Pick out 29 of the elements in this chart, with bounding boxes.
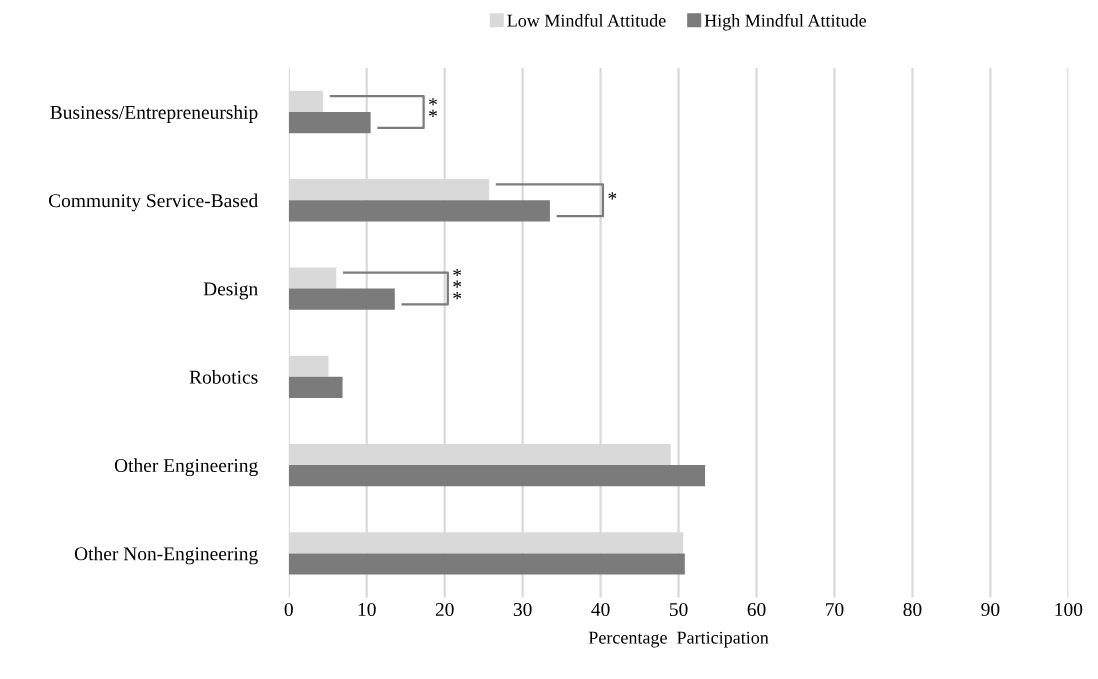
x-tick-label: 50 (669, 602, 688, 617)
annotation: ** (429, 98, 437, 117)
y-tick-label: Design (203, 282, 258, 300)
x-tick-label: 60 (747, 602, 766, 617)
x-axis-title: Percentage Participation (588, 631, 769, 648)
y-tick-label: Other Engineering (114, 458, 258, 477)
x-tick-label: 10 (358, 602, 376, 617)
bar (288, 553, 685, 575)
x-tick-label: 30 (513, 602, 532, 617)
y-tick-label: Community Service-Based (48, 193, 258, 212)
x-tick-label: 100 (1055, 602, 1083, 617)
x-tick-label: 70 (826, 602, 844, 617)
x-tick-label: 90 (981, 602, 1000, 617)
bar (288, 112, 371, 134)
x-tick-label: 0 (284, 602, 293, 617)
bar (288, 465, 706, 487)
bar (288, 288, 395, 310)
y-tick-label: Other Non-Engineering (74, 546, 258, 565)
legend-label: Low Mindful Attitude (507, 13, 666, 27)
annotation: * (608, 192, 617, 200)
bar (288, 376, 343, 399)
bar (288, 200, 550, 222)
x-tick-label: 20 (435, 602, 454, 617)
y-tick-label: Robotics (189, 370, 258, 384)
x-tick-label: 40 (591, 602, 610, 617)
y-tick-label: Business/Entrepreneurship (50, 105, 258, 123)
legend-label: High Mindful Attitude (704, 13, 867, 31)
annotation: *** (453, 268, 462, 300)
x-tick-label: 80 (903, 602, 922, 617)
